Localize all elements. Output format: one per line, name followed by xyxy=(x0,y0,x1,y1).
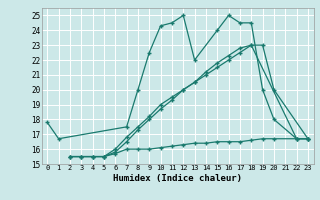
X-axis label: Humidex (Indice chaleur): Humidex (Indice chaleur) xyxy=(113,174,242,183)
